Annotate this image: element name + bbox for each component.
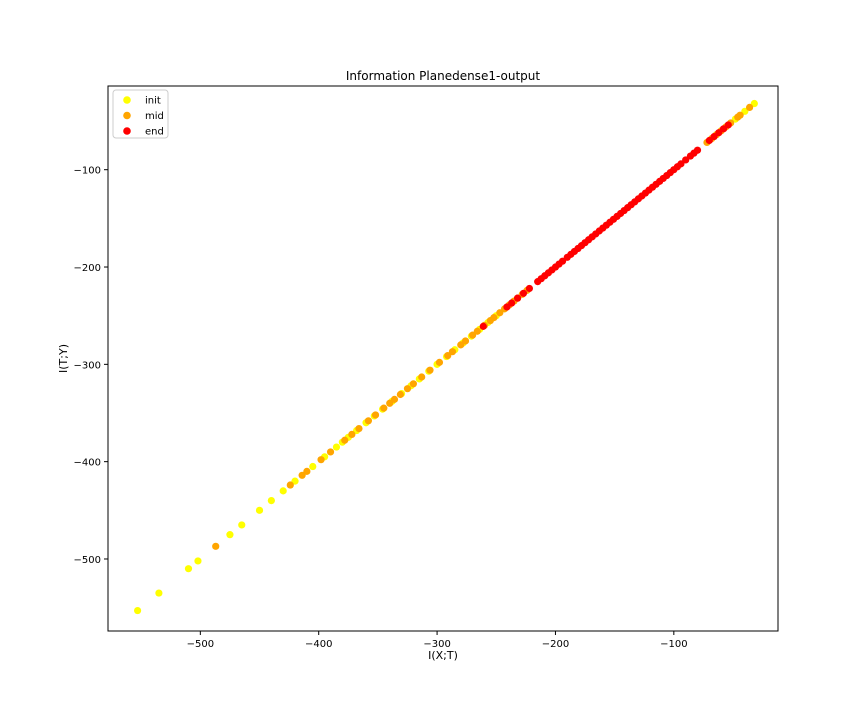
point-init-4	[226, 531, 234, 539]
point-mid-15	[403, 385, 412, 393]
point-mid-1	[286, 481, 294, 489]
point-mid-12	[386, 399, 394, 407]
point-mid-16	[409, 380, 418, 388]
legend-label-init: init	[145, 96, 161, 107]
point-mid-14	[396, 390, 404, 399]
point-mid-43	[736, 111, 744, 119]
x-axis-ticks: −500 −400 −300 −200 −100	[187, 631, 688, 650]
y-tick-label: −300	[74, 360, 101, 371]
point-init-8	[279, 487, 287, 495]
point-mid-19	[435, 358, 444, 366]
data-points	[133, 99, 758, 615]
point-init-10	[309, 462, 317, 471]
legend: init mid end	[112, 89, 169, 139]
point-mid-13	[390, 395, 399, 403]
x-axis-label: I(X;T)	[428, 649, 458, 662]
y-axis-ticks: −100 −200 −300 −400 −500	[74, 166, 108, 566]
point-mid-6	[341, 436, 349, 444]
point-mid-20	[444, 351, 452, 360]
x-tick-label: −100	[660, 639, 687, 650]
chart-title: Information Planedense1-output	[346, 69, 540, 83]
y-tick-label: −100	[74, 166, 101, 177]
point-end-50	[693, 146, 702, 154]
point-mid-44	[745, 103, 754, 112]
x-tick-label: −300	[423, 639, 450, 650]
plot-area-frame	[107, 85, 779, 632]
x-tick-label: −400	[305, 639, 332, 650]
point-mid-8	[355, 424, 363, 433]
legend-label-mid: mid	[145, 111, 164, 122]
point-end-3	[513, 294, 522, 302]
point-mid-23	[461, 337, 470, 345]
point-mid-10	[371, 411, 380, 419]
point-mid-25	[473, 327, 481, 335]
point-init-12	[332, 443, 341, 451]
point-end-2	[508, 299, 516, 307]
x-tick-label: −500	[187, 639, 214, 650]
point-mid-9	[364, 417, 373, 425]
point-end-51	[705, 136, 713, 145]
legend-marker-mid	[123, 111, 131, 120]
point-end-52	[710, 133, 718, 141]
point-mid-11	[380, 404, 388, 412]
point-end-55	[724, 121, 732, 129]
point-mid-24	[468, 331, 477, 339]
point-end-0	[479, 322, 487, 330]
point-mid-3	[303, 467, 311, 475]
point-mid-28	[490, 314, 498, 322]
point-mid-4	[317, 456, 325, 464]
point-end-53	[715, 129, 723, 137]
point-init-7	[267, 496, 275, 505]
y-tick-label: −200	[74, 263, 101, 274]
legend-marker-init	[123, 96, 131, 104]
point-mid-17	[418, 373, 426, 381]
legend-marker-end	[123, 127, 131, 135]
point-mid-5	[326, 448, 335, 456]
point-end-1	[503, 303, 511, 311]
y-tick-label: −500	[74, 555, 101, 566]
x-tick-label: −200	[542, 639, 569, 650]
point-init-34	[750, 99, 758, 108]
point-mid-21	[448, 348, 457, 356]
point-mid-18	[426, 366, 434, 374]
point-end-46	[677, 160, 685, 168]
point-init-3	[194, 557, 202, 565]
point-mid-0	[212, 542, 220, 550]
point-init-2	[184, 565, 193, 573]
point-mid-2	[298, 471, 306, 479]
point-init-5	[238, 521, 246, 529]
legend-label-end: end	[145, 127, 164, 138]
point-init-6	[255, 506, 264, 514]
y-tick-label: −400	[74, 458, 101, 469]
point-end-5	[525, 284, 534, 293]
point-mid-7	[348, 430, 356, 439]
point-init-0	[133, 606, 142, 615]
point-end-4	[519, 289, 528, 297]
point-init-1	[155, 589, 163, 597]
point-mid-22	[457, 341, 465, 349]
y-axis-label: I(T;Y)	[57, 344, 70, 373]
